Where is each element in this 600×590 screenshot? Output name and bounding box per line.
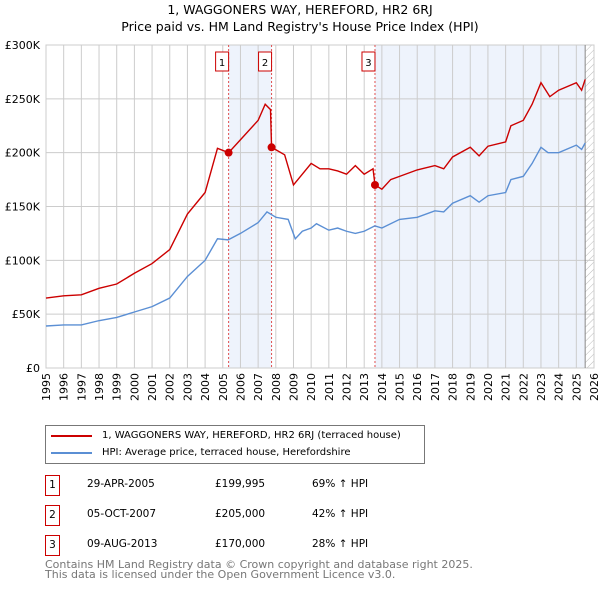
hpi-line (45, 142, 586, 327)
sale-price: £199,995 (215, 478, 266, 490)
sale-hpi-change: 69% ↑ HPI (312, 478, 369, 490)
x-tick-label: 1996 (58, 373, 71, 401)
legend-label-hpi: HPI: Average price, terraced house, Here… (102, 447, 351, 458)
x-tick-label: 2019 (464, 373, 477, 401)
x-tick-label: 2021 (500, 373, 513, 401)
x-tick-label: 2004 (199, 373, 212, 401)
x-tick-label: 1999 (111, 373, 124, 401)
chart-subtitle: Price paid vs. HM Land Registry's House … (121, 19, 479, 34)
x-tick-label: 2000 (128, 373, 141, 401)
legend: 1, WAGGONERS WAY, HEREFORD, HR2 6RJ (ter… (45, 425, 425, 464)
x-tick-label: 2026 (588, 373, 600, 401)
sale-marker-badge: 1 (45, 475, 60, 496)
x-tick-label: 2009 (287, 373, 300, 401)
footer-copyright: Contains HM Land Registry data © Crown c… (45, 558, 473, 571)
legend-label-property: 1, WAGGONERS WAY, HEREFORD, HR2 6RJ (ter… (102, 430, 401, 441)
x-tick-label: 1998 (93, 373, 106, 401)
sale-date: 09-AUG-2013 (87, 538, 158, 550)
sale-hpi-change: 28% ↑ HPI (312, 538, 369, 550)
x-tick-label: 1995 (40, 373, 53, 401)
sale-marker-box (258, 51, 273, 72)
sale-point (370, 180, 379, 189)
x-tick-label: 2008 (270, 373, 283, 401)
x-tick-label: 2014 (376, 373, 389, 401)
x-tick-label: 2025 (570, 373, 583, 401)
x-tick-label: 2013 (358, 373, 371, 401)
sale-marker-box (361, 51, 376, 72)
x-tick-label: 2012 (341, 373, 354, 401)
x-tick-label: 2001 (146, 373, 159, 401)
x-tick-label: 1997 (75, 373, 88, 401)
x-tick-label: 2007 (252, 373, 265, 401)
legend-swatch-property (51, 434, 92, 437)
y-tick-label: £150K (5, 201, 41, 214)
sale-marker-badge: 2 (45, 505, 60, 526)
x-tick-label: 2002 (164, 373, 177, 401)
sale-point (224, 148, 233, 157)
x-tick-label: 2005 (217, 373, 230, 401)
x-tick-label: 2017 (429, 373, 442, 401)
x-tick-label: 2023 (535, 373, 548, 401)
sale-price: £205,000 (215, 508, 266, 520)
sale-marker-label: 2 (262, 58, 268, 69)
x-tick-label: 2015 (394, 373, 407, 401)
footer: Contains HM Land Registry data © Crown c… (45, 558, 473, 581)
x-tick-label: 2006 (234, 373, 247, 401)
sale-marker-box (215, 51, 230, 72)
property-price-line (45, 79, 586, 299)
x-tick-label: 2016 (411, 373, 424, 401)
y-tick-label: £200K (5, 147, 41, 160)
x-tick-label: 2011 (323, 373, 336, 401)
sale-date: 29-APR-2005 (87, 478, 155, 490)
legend-swatch-hpi (51, 451, 92, 454)
sale-date: 05-OCT-2007 (87, 508, 156, 520)
x-tick-label: 2024 (553, 373, 566, 401)
sale-marker-label: 1 (219, 58, 225, 69)
y-tick-label: £300K (5, 39, 41, 52)
sale-point (267, 143, 276, 152)
chart-title: 1, WAGGONERS WAY, HEREFORD, HR2 6RJ (167, 2, 433, 17)
x-tick-label: 2018 (447, 373, 460, 401)
sale-marker-label: 3 (365, 58, 371, 69)
x-tick-label: 2010 (305, 373, 318, 401)
y-tick-label: £100K (5, 254, 41, 267)
footer-licence: This data is licensed under the Open Gov… (45, 568, 396, 581)
sale-price: £170,000 (215, 538, 266, 550)
sale-hpi-change: 42% ↑ HPI (312, 508, 369, 520)
sale-marker-badge: 3 (45, 535, 60, 556)
x-tick-label: 2020 (482, 373, 495, 401)
y-tick-label: £50K (12, 308, 41, 321)
price-chart: 1995 1996 1997 1998 1999 2000 2001 2002 2003 2004… (5, 39, 600, 401)
x-tick-label: 2022 (517, 373, 530, 401)
plot-frame (45, 44, 595, 369)
y-tick-label: £0 (26, 362, 40, 375)
y-tick-label: £250K (5, 93, 41, 106)
x-tick-label: 2003 (181, 373, 194, 401)
